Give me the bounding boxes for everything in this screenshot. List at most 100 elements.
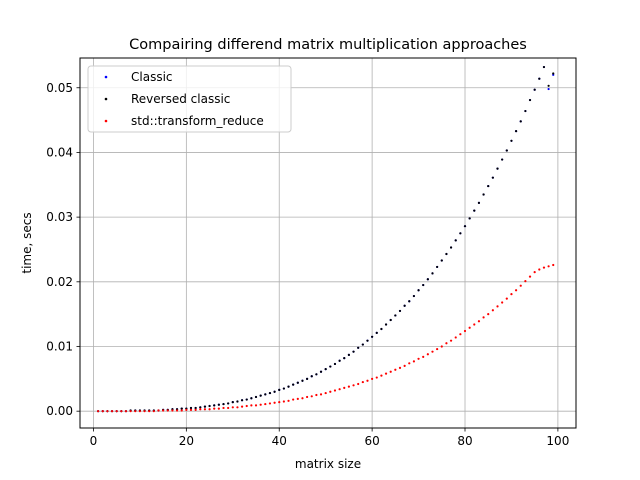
legend-marker xyxy=(104,75,108,79)
data-point xyxy=(394,368,397,371)
data-point xyxy=(514,129,518,133)
data-point xyxy=(273,401,276,404)
data-point xyxy=(519,284,522,287)
data-point xyxy=(547,87,550,91)
data-point xyxy=(134,410,137,413)
data-point xyxy=(199,408,202,411)
data-point xyxy=(426,278,429,281)
data-point xyxy=(473,323,476,326)
data-point xyxy=(333,362,337,366)
data-point xyxy=(445,252,448,256)
x-axis-label: matrix size xyxy=(295,457,361,471)
data-point xyxy=(240,399,244,402)
data-point xyxy=(194,408,197,411)
data-point xyxy=(324,391,327,395)
data-point xyxy=(329,365,332,368)
x-tick-label: 80 xyxy=(457,434,472,448)
data-point xyxy=(361,380,364,384)
data-point xyxy=(301,397,304,400)
data-point xyxy=(189,406,193,410)
data-point xyxy=(120,410,123,413)
data-point xyxy=(422,355,425,358)
data-point xyxy=(124,410,128,413)
data-point xyxy=(468,217,471,220)
series-2 xyxy=(97,263,555,413)
data-point xyxy=(417,357,420,360)
legend-marker xyxy=(104,119,108,123)
data-point xyxy=(389,370,392,373)
data-point xyxy=(152,410,155,413)
data-point xyxy=(463,225,467,228)
x-tick-label: 40 xyxy=(272,434,287,448)
data-point xyxy=(473,209,476,212)
data-point xyxy=(454,336,457,339)
data-point xyxy=(398,309,402,313)
series-1 xyxy=(97,65,555,413)
data-point xyxy=(254,395,258,399)
data-point xyxy=(259,394,262,397)
data-point xyxy=(547,265,550,268)
data-point xyxy=(477,201,481,204)
chart-title: Compairing differend matrix multiplicati… xyxy=(129,37,527,53)
data-point xyxy=(264,402,267,406)
data-point xyxy=(422,283,425,287)
data-point xyxy=(440,345,443,348)
data-point xyxy=(510,139,513,142)
data-point xyxy=(361,343,364,346)
data-point xyxy=(501,158,504,161)
data-point xyxy=(496,305,499,308)
x-tick-label: 60 xyxy=(364,434,379,448)
data-point xyxy=(496,167,499,170)
data-point xyxy=(542,65,546,69)
data-point xyxy=(449,246,453,249)
data-point xyxy=(138,410,142,413)
data-point xyxy=(189,408,193,411)
data-point xyxy=(231,406,234,409)
data-point xyxy=(491,176,494,179)
data-point xyxy=(217,407,220,410)
data-point xyxy=(333,389,337,392)
data-point xyxy=(482,316,485,319)
data-point xyxy=(292,398,295,401)
data-point xyxy=(454,239,457,242)
data-point xyxy=(524,109,527,113)
data-point xyxy=(431,272,434,275)
data-point xyxy=(306,395,309,399)
data-point xyxy=(343,386,346,389)
data-point xyxy=(380,374,383,377)
data-point xyxy=(394,314,397,317)
data-point xyxy=(268,391,272,395)
legend-marker xyxy=(104,97,108,101)
data-point xyxy=(157,409,160,412)
y-tick-label: 0.00 xyxy=(46,404,73,418)
data-point xyxy=(514,289,518,292)
data-point xyxy=(296,381,299,384)
data-point xyxy=(287,399,290,402)
data-point xyxy=(505,297,508,300)
data-point xyxy=(426,353,429,356)
data-point xyxy=(384,372,388,375)
y-tick-label: 0.05 xyxy=(46,81,73,95)
data-point xyxy=(436,347,439,351)
data-point xyxy=(482,193,485,196)
data-point xyxy=(208,408,211,411)
data-point xyxy=(510,293,513,296)
data-point xyxy=(254,404,258,407)
data-point xyxy=(384,323,388,326)
data-point xyxy=(162,409,165,412)
data-point xyxy=(547,84,550,87)
data-point xyxy=(143,410,146,413)
data-point xyxy=(199,406,202,409)
data-point xyxy=(380,327,383,331)
data-point xyxy=(301,379,304,382)
data-point xyxy=(106,410,109,413)
data-point xyxy=(528,275,532,278)
data-point xyxy=(398,366,402,369)
data-point xyxy=(338,388,341,391)
data-point xyxy=(528,98,532,102)
data-point xyxy=(240,405,244,408)
data-point xyxy=(371,377,374,380)
data-point xyxy=(533,271,536,274)
x-tick-label: 20 xyxy=(179,434,194,448)
